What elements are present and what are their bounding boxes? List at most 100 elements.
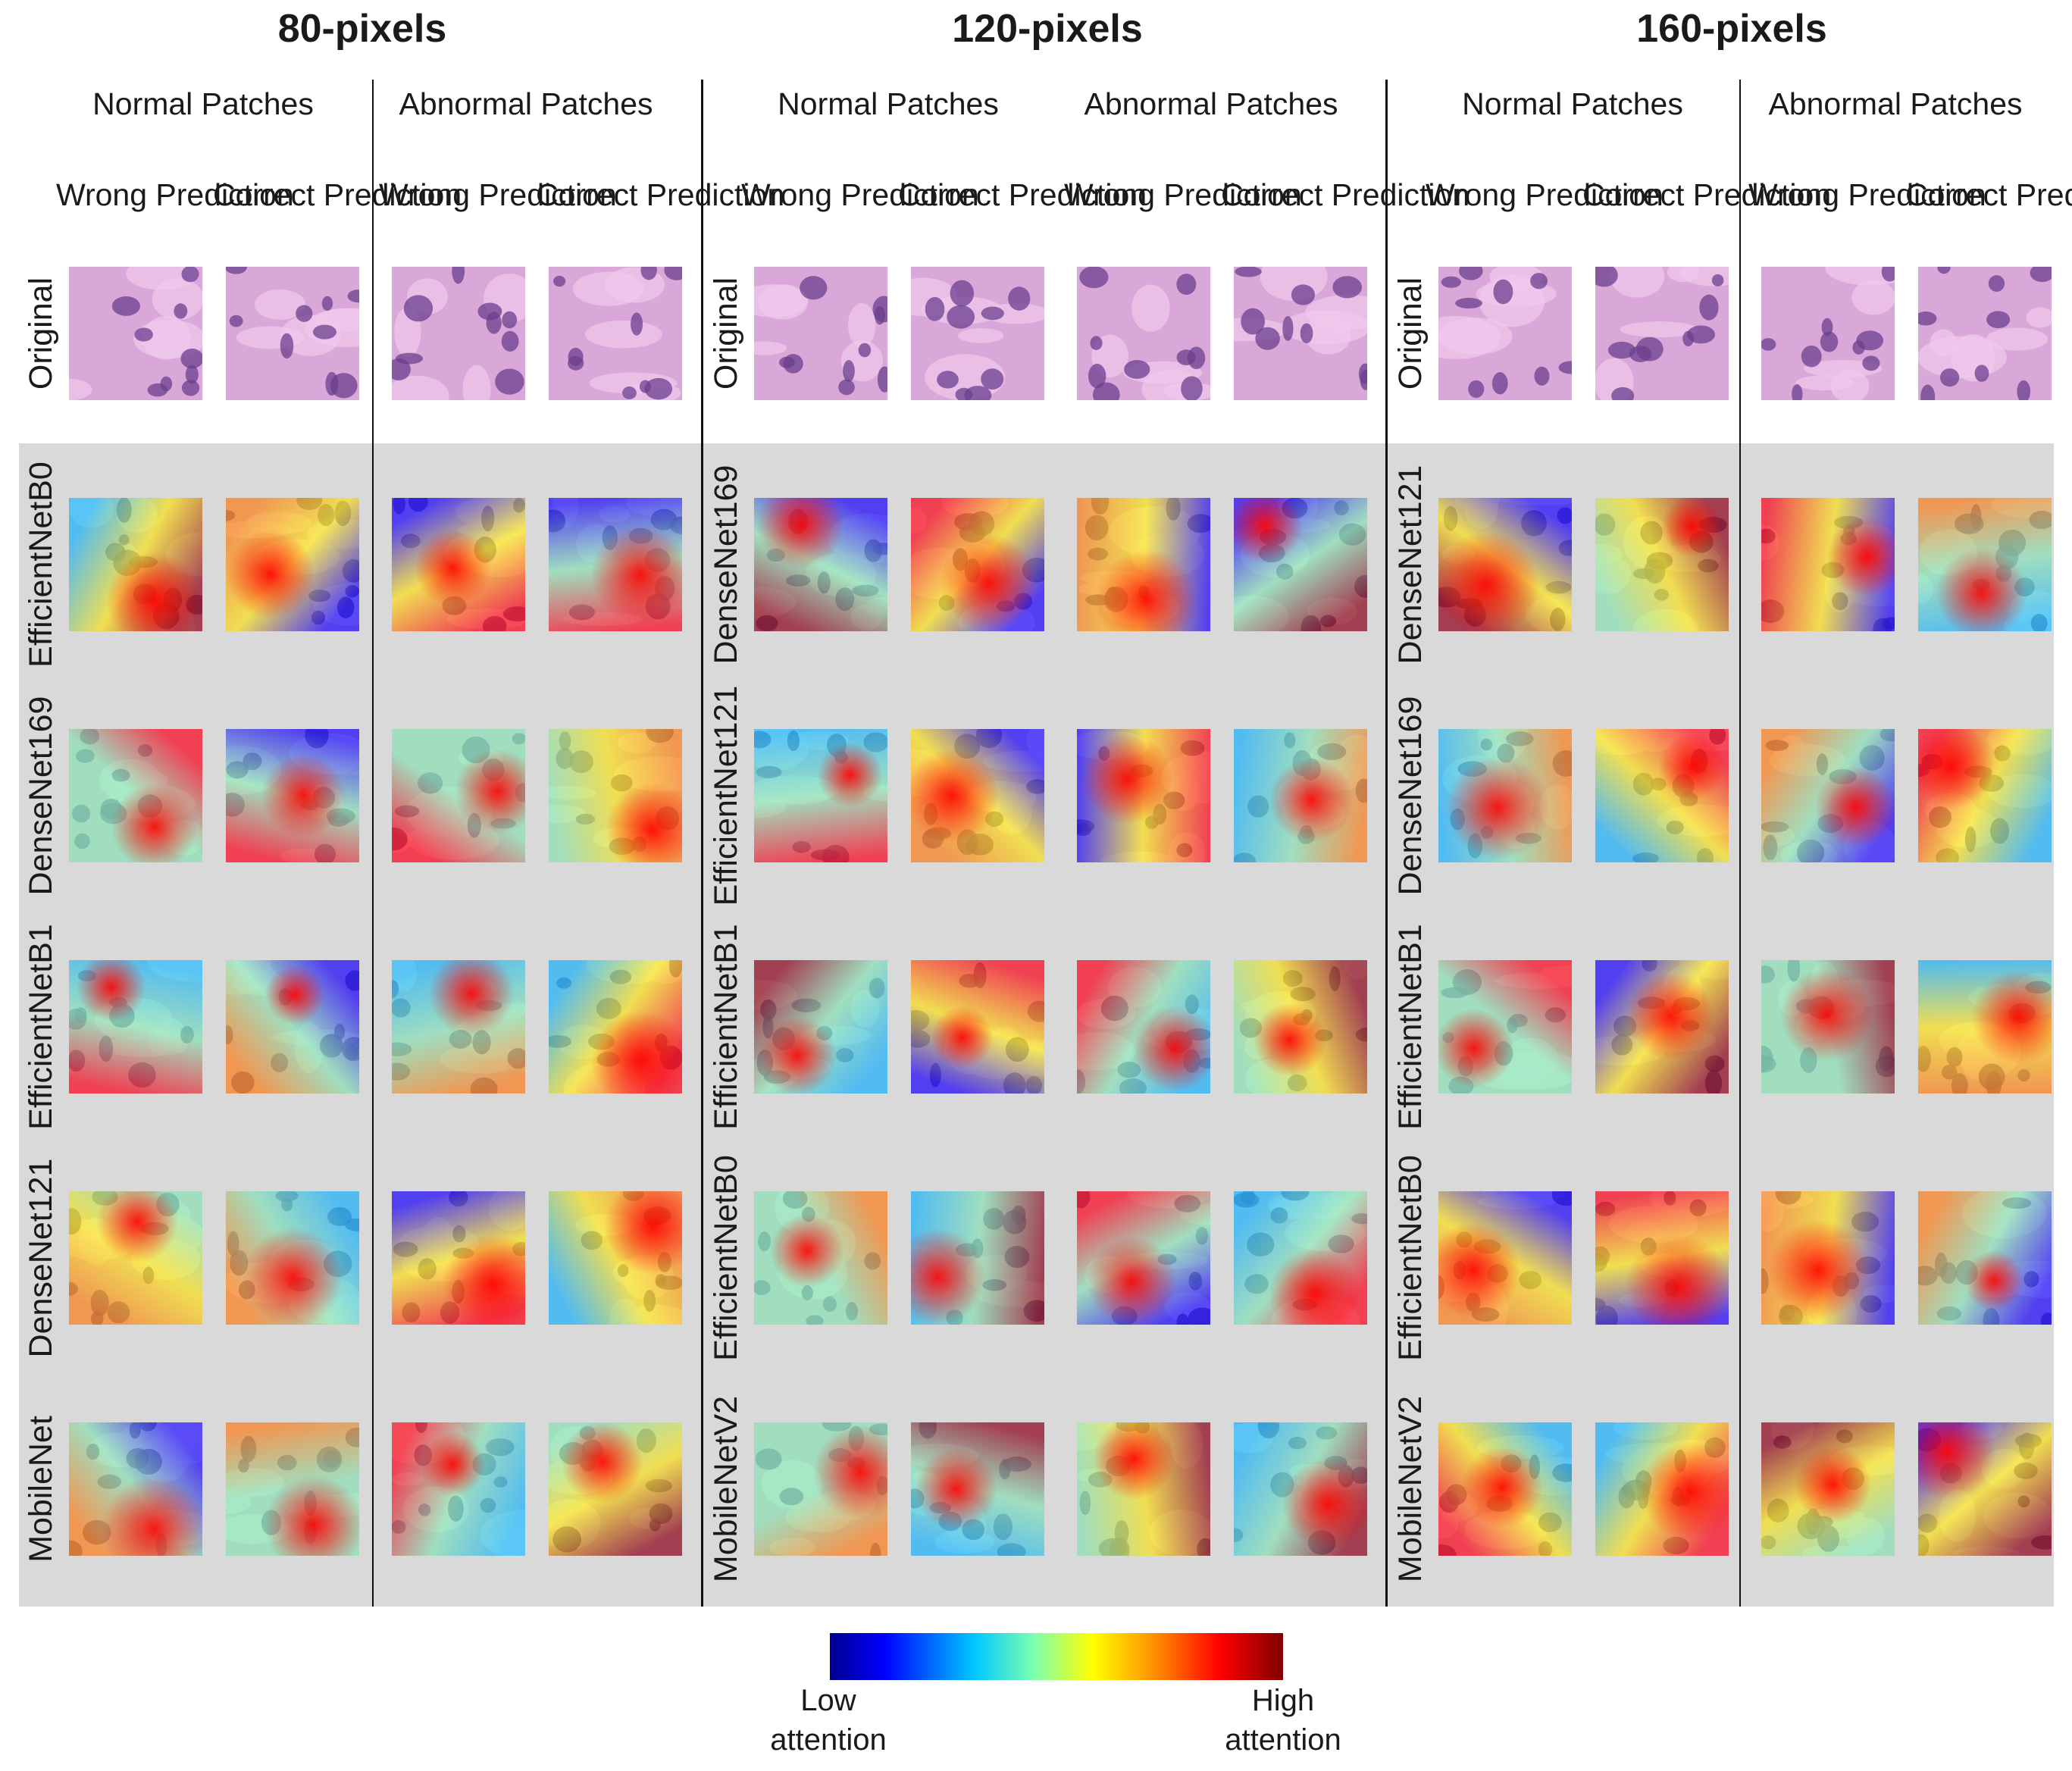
original-patch-image <box>1234 267 1367 400</box>
attention-heatmap-image <box>1595 960 1729 1094</box>
attention-heatmap-image <box>1438 1422 1572 1556</box>
separator-120-160 <box>1385 80 1388 1607</box>
row-label-model: MobileNet <box>23 1416 59 1563</box>
attention-heatmap-image <box>1077 1191 1210 1325</box>
prediction-type-header: Correct Prediction <box>536 177 785 212</box>
attention-heatmap-image <box>1234 960 1367 1094</box>
attention-heatmap-image <box>754 498 887 631</box>
row-label-model: DenseNet169 <box>708 465 744 665</box>
attention-heatmap-image <box>226 960 359 1094</box>
attention-heatmap-image <box>226 729 359 862</box>
prediction-type-header: Wrong Prediction <box>1426 177 1664 212</box>
attention-heatmap-image <box>1234 1191 1367 1325</box>
attention-heatmap-image <box>69 1422 202 1556</box>
attention-heatmap-image <box>1234 498 1367 631</box>
original-patch-image <box>911 267 1044 400</box>
attention-heatmap-image <box>1077 729 1210 862</box>
patch-type-header: Normal Patches <box>778 86 999 121</box>
row-label-model: MobileNetV2 <box>1392 1395 1429 1583</box>
attention-heatmap-image <box>1438 729 1572 862</box>
colorbar <box>830 1633 1283 1680</box>
attention-heatmap-image <box>69 960 202 1094</box>
original-patch-image <box>69 267 202 400</box>
attention-heatmap-image <box>754 960 887 1094</box>
row-label-model: MobileNetV2 <box>708 1395 744 1583</box>
patch-type-header: Abnormal Patches <box>1084 86 1338 121</box>
attention-heatmap-image <box>549 729 682 862</box>
row-label-original: Original <box>23 277 59 390</box>
attention-heatmap-image <box>911 729 1044 862</box>
attention-heatmap-image <box>911 1191 1044 1325</box>
attention-heatmap-image <box>1438 498 1572 631</box>
separator-80-normal-abnormal <box>372 80 374 1607</box>
attention-heatmap-image <box>1438 1191 1572 1325</box>
original-patch-image <box>392 267 525 400</box>
row-label-model: EfficientNetB0 <box>23 462 59 668</box>
attention-heatmap-image <box>1918 498 2052 631</box>
attention-heatmap-image <box>1761 498 1895 631</box>
prediction-type-header: Correct Prediction <box>1905 177 2072 212</box>
attention-heatmap-image <box>1918 1191 2052 1325</box>
row-label-model: EfficientNetB1 <box>708 924 744 1130</box>
original-patch-image <box>549 267 682 400</box>
row-label-model: EfficientNet121 <box>708 685 744 906</box>
attention-heatmap-image <box>911 498 1044 631</box>
attention-heatmap-image <box>1077 498 1210 631</box>
prediction-type-header: Wrong Prediction <box>379 177 617 212</box>
prediction-type-header: Correct Prediction <box>1221 177 1470 212</box>
attention-heatmap-image <box>549 498 682 631</box>
patch-type-header: Abnormal Patches <box>1768 86 2023 121</box>
attention-heatmap-image <box>1918 1422 2052 1556</box>
attention-heatmap-image <box>549 960 682 1094</box>
attention-heatmap-image <box>69 729 202 862</box>
attention-heatmap-image <box>754 1191 887 1325</box>
attention-heatmap-image <box>911 1422 1044 1556</box>
colorbar-high-label: High attention <box>1225 1684 1341 1757</box>
attention-heatmap-image <box>69 1191 202 1325</box>
attention-heatmap-image <box>549 1191 682 1325</box>
attention-heatmap-image <box>1077 960 1210 1094</box>
attention-heatmap-image <box>1761 1422 1895 1556</box>
attention-heatmap-image <box>1918 729 2052 862</box>
attention-heatmap-image <box>1595 729 1729 862</box>
prediction-type-header: Wrong Prediction <box>56 177 294 212</box>
attention-heatmap-image <box>1077 1422 1210 1556</box>
prediction-type-header: Wrong Prediction <box>1748 177 1986 212</box>
original-patch-image <box>1595 267 1729 400</box>
attention-heatmap-image <box>1761 1191 1895 1325</box>
attention-heatmap-image <box>226 1191 359 1325</box>
row-label-model: EfficientNetB0 <box>1392 1155 1429 1361</box>
row-label-model: DenseNet169 <box>23 696 59 896</box>
row-label-model: EfficientNetB1 <box>23 924 59 1130</box>
separator-80-120 <box>701 80 703 1607</box>
prediction-type-header: Correct Prediction <box>1582 177 1832 212</box>
attention-heatmap-image <box>549 1422 682 1556</box>
separator-160-normal-abnormal <box>1739 80 1741 1607</box>
row-label-model: DenseNet121 <box>1392 465 1429 665</box>
attention-heatmap-image <box>1595 1191 1729 1325</box>
original-patch-image <box>1438 267 1572 400</box>
original-patch-image <box>1918 267 2052 400</box>
row-label-model: EfficientNetB0 <box>708 1155 744 1361</box>
patch-type-header: Normal Patches <box>92 86 314 121</box>
attention-heatmap-image <box>392 729 525 862</box>
group-title: 120-pixels <box>952 7 1143 51</box>
attention-heatmap-image <box>754 1422 887 1556</box>
attention-heatmap-image <box>1761 960 1895 1094</box>
original-patch-image <box>1761 267 1895 400</box>
patch-type-header: Normal Patches <box>1462 86 1683 121</box>
attention-heatmap-image <box>392 1191 525 1325</box>
original-patch-image <box>754 267 887 400</box>
attention-heatmap-image <box>1761 729 1895 862</box>
patch-type-header: Abnormal Patches <box>399 86 653 121</box>
prediction-type-header: Correct Prediction <box>213 177 462 212</box>
row-label-original: Original <box>708 277 744 390</box>
prediction-type-header: Wrong Prediction <box>741 177 979 212</box>
prediction-type-header: Correct Prediction <box>898 177 1147 212</box>
prediction-type-header: Wrong Prediction <box>1064 177 1302 212</box>
row-label-model: DenseNet121 <box>23 1158 59 1358</box>
group-title: 80-pixels <box>277 7 447 51</box>
original-patch-image <box>1077 267 1210 400</box>
attention-heatmap-image <box>1234 1422 1367 1556</box>
attention-heatmap-image <box>226 498 359 631</box>
